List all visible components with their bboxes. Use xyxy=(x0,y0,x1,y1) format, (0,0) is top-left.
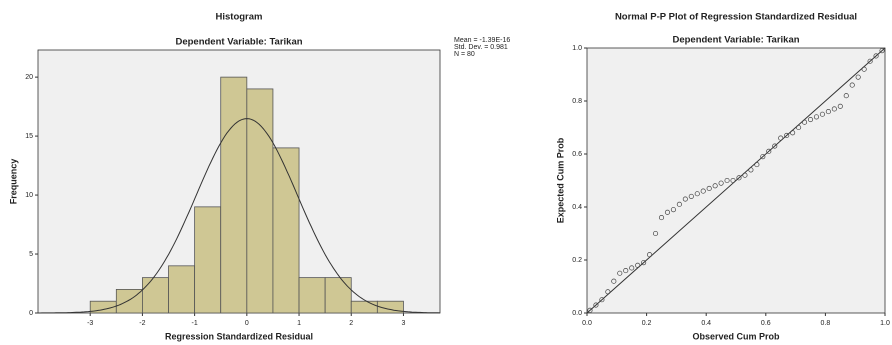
chart-title: Normal P-P Plot of Regression Standardiz… xyxy=(615,12,857,23)
point xyxy=(772,143,778,149)
x-tick-label: -3 xyxy=(87,320,93,327)
bar xyxy=(350,300,378,314)
x-tick-label: 0.0 xyxy=(582,320,592,327)
bar xyxy=(376,300,404,314)
point xyxy=(742,172,748,178)
y-tick-label: 15 xyxy=(25,133,33,140)
y-tick-label: 1.0 xyxy=(572,45,582,52)
point xyxy=(736,175,742,181)
y-tick-label: 0.2 xyxy=(572,257,582,264)
point xyxy=(849,82,855,88)
x-tick-label: 3 xyxy=(402,320,406,327)
point xyxy=(807,117,814,123)
x-tick-label: 0.6 xyxy=(761,320,771,327)
point xyxy=(670,207,676,213)
point xyxy=(766,148,772,154)
point xyxy=(819,111,825,117)
point xyxy=(706,185,712,192)
point xyxy=(700,188,706,194)
point xyxy=(790,130,796,136)
x-tick-label: 0.2 xyxy=(642,320,652,327)
y-tick-label: 10 xyxy=(25,192,33,199)
point xyxy=(694,191,700,197)
bar xyxy=(246,88,274,314)
point xyxy=(718,180,724,186)
point xyxy=(879,48,885,54)
point xyxy=(587,307,593,313)
stats-text: N = 80 xyxy=(454,51,475,58)
point xyxy=(754,162,760,168)
chart-subtitle: Dependent Variable: Tarikan xyxy=(672,35,799,46)
x-tick-label: 1 xyxy=(297,320,301,327)
reference-line xyxy=(586,47,886,314)
y-tick-label: 0.8 xyxy=(572,98,582,105)
bar xyxy=(142,277,169,314)
point xyxy=(760,154,766,160)
point xyxy=(712,183,718,189)
point xyxy=(724,177,730,184)
x-tick-label: 0 xyxy=(245,320,249,327)
x-axis-label: Regression Standardized Residual xyxy=(165,331,313,341)
x-axis-label: Observed Cum Prob xyxy=(692,331,780,341)
point xyxy=(784,132,790,139)
bar xyxy=(194,206,222,314)
bar xyxy=(298,277,326,314)
point xyxy=(647,252,653,258)
y-tick-label: 20 xyxy=(25,74,33,81)
point xyxy=(813,114,820,120)
point xyxy=(688,193,694,199)
point xyxy=(652,230,659,237)
x-tick-label: -1 xyxy=(192,320,198,327)
bar xyxy=(220,76,248,314)
y-tick-label: 0.4 xyxy=(572,204,582,211)
point xyxy=(617,270,623,276)
point xyxy=(623,268,629,274)
point xyxy=(748,167,754,173)
x-tick-label: 1.0 xyxy=(880,320,890,327)
x-tick-label: 0.4 xyxy=(701,320,711,327)
bar xyxy=(168,265,196,314)
y-tick-label: 0.0 xyxy=(572,310,582,317)
y-tick-label: 5 xyxy=(29,251,33,258)
y-tick-label: 0.6 xyxy=(572,151,582,158)
point xyxy=(611,278,617,284)
point xyxy=(855,74,861,80)
point xyxy=(605,289,611,295)
point xyxy=(861,66,867,72)
stats-text: Std. Dev. = 0.981 xyxy=(454,44,508,51)
point xyxy=(825,109,831,115)
chart-title: Histogram xyxy=(216,12,263,23)
point xyxy=(796,124,802,131)
point xyxy=(867,58,873,64)
y-axis-label: Frequency xyxy=(8,159,18,205)
point xyxy=(599,297,605,303)
point xyxy=(635,262,641,268)
x-tick-label: -2 xyxy=(139,320,145,327)
point xyxy=(641,260,647,266)
point xyxy=(593,302,599,308)
point xyxy=(778,135,784,141)
stats-text: Mean = -1.39E-16 xyxy=(454,37,510,44)
point xyxy=(664,209,671,215)
y-tick-label: 0 xyxy=(29,310,33,317)
bar xyxy=(272,147,300,314)
bar xyxy=(324,277,352,314)
point xyxy=(658,215,665,221)
normal-curve xyxy=(38,118,441,314)
x-tick-label: 0.8 xyxy=(821,320,831,327)
point xyxy=(629,265,635,271)
point xyxy=(801,119,808,125)
x-tick-label: 2 xyxy=(349,320,353,327)
chart-subtitle: Dependent Variable: Tarikan xyxy=(175,37,302,48)
point xyxy=(730,177,736,184)
point xyxy=(873,53,879,59)
point xyxy=(676,201,682,207)
point xyxy=(843,93,849,99)
y-axis-label: Expected Cum Prob xyxy=(555,137,565,223)
point xyxy=(831,106,837,112)
point xyxy=(682,196,688,202)
point xyxy=(837,103,843,109)
